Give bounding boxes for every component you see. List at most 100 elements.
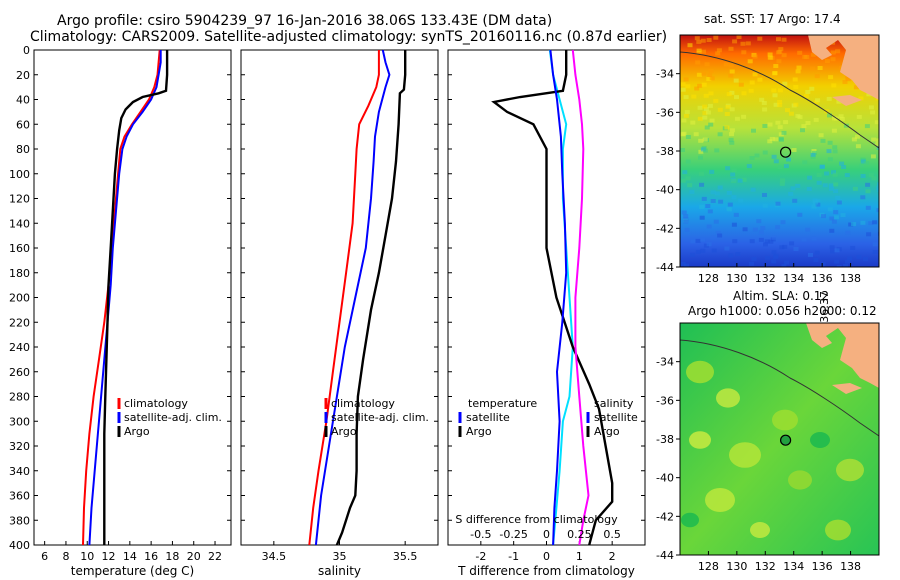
sst-speckle-cell — [731, 222, 737, 227]
difference-series-s-argo — [571, 49, 590, 546]
sst-speckle-cell — [847, 256, 853, 261]
sst-speckle-cell — [824, 171, 830, 176]
sst-speckle-cell — [790, 186, 796, 191]
sst-speckle-cell — [731, 168, 737, 173]
sla_map-lat-label: -36 — [656, 394, 674, 407]
sst-speckle-cell — [730, 172, 736, 177]
sst-speckle-cell — [717, 132, 723, 137]
sst_map-lon-label: 138 — [840, 272, 861, 285]
sst-speckle-cell — [876, 186, 879, 191]
sst-speckle-cell — [796, 65, 802, 70]
sst-speckle-cell — [695, 60, 701, 65]
sst-speckle-cell — [758, 237, 764, 242]
sst-speckle-cell — [792, 77, 798, 82]
sst-speckle-cell — [870, 110, 876, 115]
sst_map-lon-label: 136 — [812, 272, 833, 285]
sst-speckle-cell — [749, 261, 754, 266]
sst-speckle-cell — [775, 201, 781, 206]
sst-speckle-cell — [767, 122, 773, 127]
sst-speckle-cell — [788, 191, 794, 196]
sst-speckle-cell — [735, 252, 741, 257]
sst-speckle-cell — [780, 220, 786, 225]
salinity-xtick-label: 34.5 — [262, 550, 287, 563]
salinity-xtick-label: 35 — [333, 550, 347, 563]
sst-speckle-cell — [690, 239, 696, 244]
legend-temperature-heading: temperature — [468, 397, 537, 410]
sst-speckle-cell — [829, 245, 835, 250]
sst-speckle-cell — [780, 178, 786, 183]
sst-speckle-cell — [872, 250, 878, 254]
sla_map-lon-label: 128 — [698, 560, 719, 573]
sst-speckle-cell — [833, 210, 839, 215]
sst-speckle-cell — [839, 161, 845, 166]
sst-speckle-cell — [859, 163, 865, 168]
sst-speckle-cell — [699, 215, 705, 220]
sla-map-title-2: Argo h1000: 0.056 h2000: 0.12 — [688, 304, 877, 318]
sst-speckle-cell — [831, 219, 837, 224]
sst-speckle-cell — [855, 144, 861, 149]
difference-xlabel: T difference from climatology — [457, 564, 635, 578]
sst-speckle-cell — [680, 82, 686, 87]
sst-speckle-cell — [683, 214, 689, 219]
sst-speckle-cell — [814, 250, 820, 255]
depth-tick-label: 100 — [9, 168, 30, 181]
sst-speckle-cell — [709, 169, 715, 174]
title-line-2: Climatology: CARS2009. Satellite-adjuste… — [30, 29, 668, 45]
sst-speckle-cell — [820, 262, 826, 267]
sst-speckle-cell — [715, 230, 721, 235]
sst-speckle-cell — [699, 204, 705, 209]
salinity-legend-label: Argo — [331, 425, 357, 438]
sst-speckle-cell — [832, 149, 838, 154]
sst-speckle-cell — [690, 120, 696, 125]
sla-map-title-1: Altim. SLA: 0.12 — [733, 289, 830, 303]
sst-speckle-cell — [777, 165, 783, 170]
sst-speckle-cell — [836, 265, 842, 267]
sst-speckle-cell — [773, 137, 779, 142]
depth-tick-label: 280 — [9, 391, 30, 404]
sst-speckle-cell — [690, 252, 695, 257]
sst-speckle-cell — [810, 52, 816, 57]
sst-speckle-cell — [807, 175, 813, 180]
s-difference-axis-label: S difference from climatology — [455, 513, 618, 526]
sst-speckle-cell — [803, 94, 809, 98]
sst-speckle-cell — [805, 121, 811, 125]
temperature-series-satellite-adj-clim- — [88, 50, 162, 546]
sst-speckle-cell — [843, 264, 849, 267]
sst-speckle-cell — [708, 69, 714, 74]
sst-speckle-cell — [685, 135, 691, 139]
sst-speckle-cell — [745, 41, 751, 46]
sst-speckle-cell — [729, 90, 735, 95]
sst-speckle-cell — [714, 148, 720, 153]
legend-salinity-label: satellite — [594, 411, 638, 424]
sst-speckle-cell — [832, 172, 838, 177]
temperature-xtick-label: 16 — [144, 550, 158, 563]
sst-speckle-cell — [776, 50, 782, 55]
sst-speckle-cell — [864, 161, 870, 166]
sla-eddy — [825, 519, 851, 541]
sst-speckle-cell — [749, 156, 755, 160]
salinity-series-climatology — [308, 50, 380, 546]
sst-speckle-cell — [838, 114, 844, 119]
temperature-panel: 0 20 40 60 80 100 120 140 160 180 200 220 240 260 280 3… — [9, 44, 232, 578]
sla_map-lon-label: 130 — [726, 560, 747, 573]
sst-speckle-cell — [702, 137, 708, 142]
sla-eddy — [681, 512, 699, 528]
sst-speckle-cell — [856, 114, 862, 119]
sla-map — [680, 323, 879, 555]
sla-eddy — [772, 409, 798, 431]
sst-speckle-cell — [815, 202, 821, 207]
sst-speckle-cell — [724, 125, 730, 130]
sla_map-lat-label: -40 — [656, 472, 674, 485]
sst-speckle-cell — [827, 207, 833, 212]
s-difference-tick-label: 0.5 — [603, 528, 621, 541]
sst-speckle-cell — [777, 88, 783, 93]
sst-speckle-cell — [702, 115, 708, 120]
sst-speckle-cell — [762, 150, 768, 155]
sst-speckle-cell — [826, 149, 832, 154]
sst-speckle-cell — [828, 183, 834, 188]
sst-speckle-cell — [771, 235, 777, 240]
sst-speckle-cell — [791, 148, 797, 152]
sst-speckle-cell — [813, 200, 818, 205]
sst-speckle-cell — [835, 195, 841, 200]
sla-eddy — [716, 388, 740, 408]
